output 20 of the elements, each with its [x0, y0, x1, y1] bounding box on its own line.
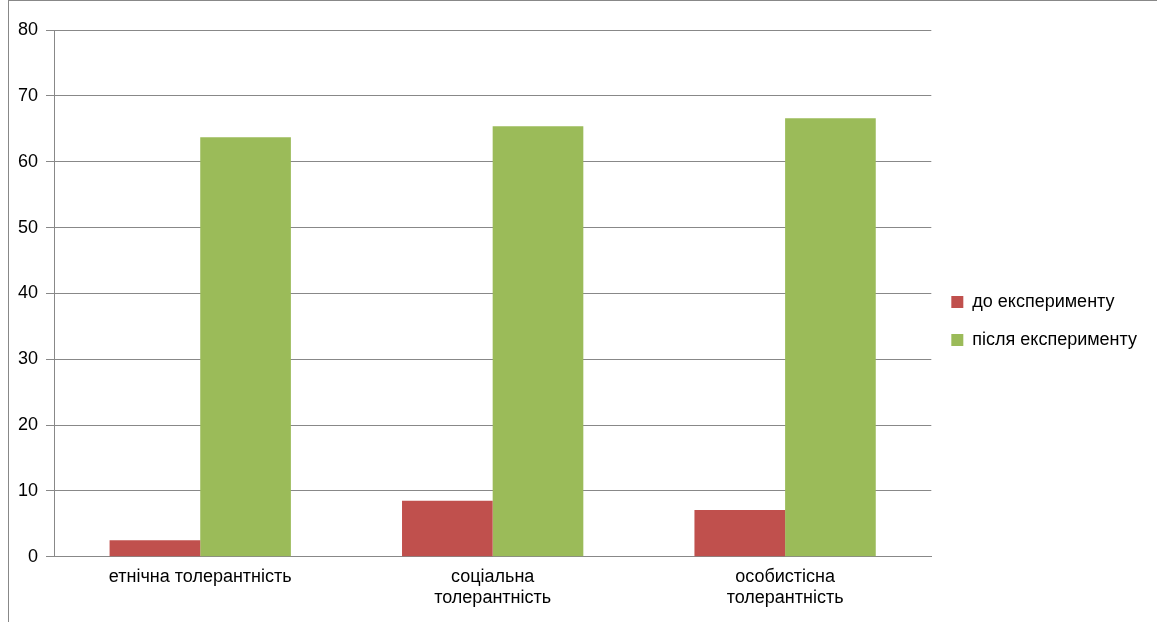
- x-tick-label: соціальна толерантність: [434, 565, 552, 608]
- y-tick-label: 70: [17, 84, 39, 105]
- y-tick-label: 0: [28, 545, 39, 566]
- y-tick-label: 40: [17, 282, 39, 303]
- y-tick-label: 30: [17, 348, 39, 369]
- y-tick-label: 50: [17, 216, 39, 237]
- bar: [785, 118, 876, 557]
- y-tick-label: 10: [17, 479, 39, 500]
- legend-label: після експерименту: [972, 328, 1138, 349]
- bar: [492, 126, 584, 557]
- y-tick-label: 80: [17, 18, 39, 39]
- bar: [200, 137, 291, 557]
- legend-label: до експерименту: [972, 290, 1115, 311]
- x-tick-label: етнічна толерантність: [108, 565, 292, 586]
- y-tick-label: 60: [17, 150, 39, 171]
- bar: [109, 540, 201, 557]
- bar: [402, 500, 493, 557]
- y-tick-label: 20: [17, 414, 39, 435]
- x-tick-label: особистісна толерантність: [726, 565, 844, 608]
- bar: [694, 510, 786, 557]
